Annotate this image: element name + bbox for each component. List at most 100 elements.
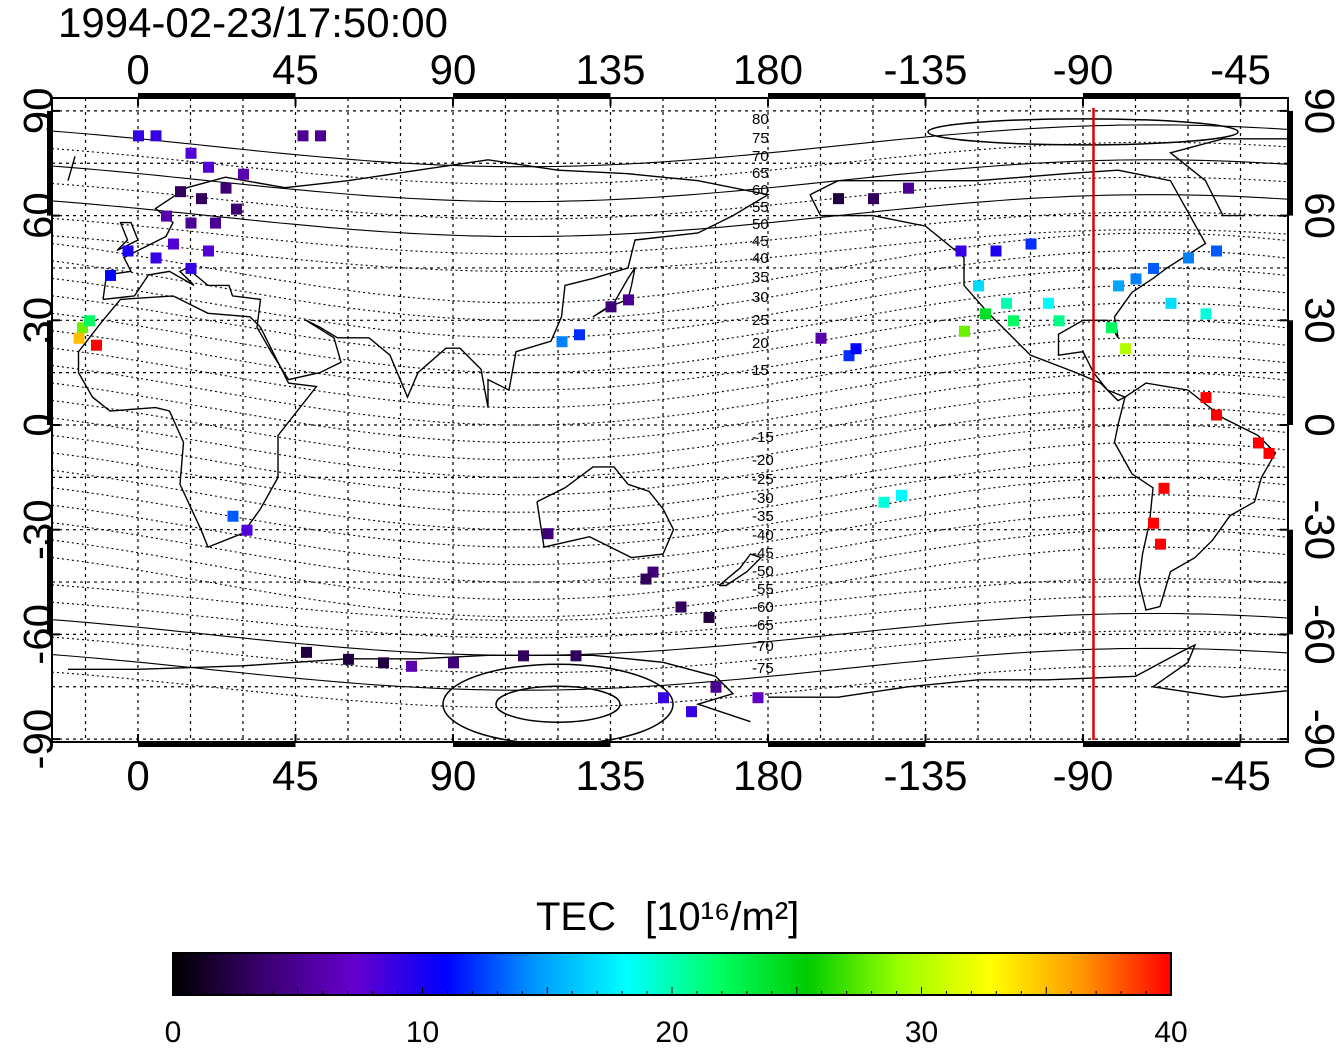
tec-point [84,315,95,327]
tec-point [203,161,214,173]
contour-line [52,578,1288,621]
tec-point [1008,315,1019,327]
tec-point [1120,343,1131,355]
lon-tick-label-bottom: -90 [1053,752,1114,799]
lon-tick-label-top: -90 [1053,46,1114,93]
coastlines [67,138,1288,723]
contour-label: -45 [752,545,774,562]
lat-band [47,529,52,635]
tec-point [1113,280,1124,292]
lat-tick-label-right: 60 [1296,192,1343,239]
lon-band [1083,93,1241,98]
tec-point [1001,297,1012,309]
tec-point [1043,297,1054,309]
tec-point [640,573,652,585]
tec-point [605,301,617,313]
colorbar-tick-label: 40 [1154,1016,1187,1048]
contour-line [52,229,1288,272]
tec-point [843,350,855,362]
lat-tick-label-right: -60 [1296,604,1343,665]
contour-label: -40 [752,527,774,544]
lat-tick-label-right: 90 [1296,88,1343,135]
lat-band [1288,529,1293,635]
coastline [116,221,139,252]
contour-label: 55 [752,199,769,216]
contour-label: 60 [752,182,769,199]
contour-label: -35 [752,508,774,525]
lon-tick-label-top: 180 [733,46,803,93]
colorbar-title: TEC [536,895,616,939]
lon-band [1083,742,1241,747]
tec-point [1183,252,1194,264]
contour-label: 35 [752,269,769,286]
lon-tick-label-bottom: -135 [883,752,967,799]
tec-point [570,650,582,662]
contour-line [52,159,1288,203]
contour-label: 80 [752,111,769,128]
lat-band [1288,110,1293,216]
tec-point [647,566,659,578]
tec-point [1155,538,1166,550]
lon-tick-label-bottom: 135 [575,752,645,799]
tec-point [703,611,715,623]
tec-point [833,193,844,205]
lat-band [47,110,52,216]
colorbar-tick-label: 30 [905,1016,938,1048]
tec-point [658,692,669,704]
coastline [536,466,675,559]
lon-tick-label-top: 45 [272,46,319,93]
tec-point [518,650,529,662]
tec-point [220,182,232,194]
top-longitude-axis: 0 45 90 135 180 -135 -90 -45 [126,46,1271,106]
lat-tick-label-right: 30 [1296,297,1343,344]
colorbar-tick-label: 20 [655,1016,688,1048]
map-grid [52,98,1288,742]
contour-label: 15 [752,362,769,379]
magnetic-contours [52,118,1288,742]
tec-point [973,280,984,292]
contour-ring [927,118,1239,146]
contour-line [52,124,1288,168]
coastline [67,156,76,181]
lon-tick-label-bottom: 180 [733,752,803,799]
tec-point [980,308,991,320]
tec-point [297,130,309,142]
contour-line [52,211,1288,255]
tec-point [210,217,221,229]
tec-point [343,653,354,665]
tec-point [227,510,239,522]
tec-point [1200,392,1212,404]
tec-point [1106,322,1117,334]
coastline [809,169,1207,402]
tec-point [623,294,634,306]
contour-label: -55 [752,581,774,598]
lon-tick-label-bottom: 90 [430,752,477,799]
contour-line [52,141,1288,185]
contour-line [52,647,1288,691]
contour-label: 20 [752,335,769,352]
colorbar-tick-label: 0 [165,1016,182,1048]
contour-label: 30 [752,289,769,306]
tec-point [1053,315,1065,327]
tec-point [196,193,207,205]
tec-point [574,329,585,341]
lat-band [47,320,52,425]
tec-point [1158,482,1170,494]
tec-point [1253,437,1264,449]
colorbar: TEC [10¹⁶/m²] 0 10 20 30 40 [165,895,1188,1048]
tec-point [77,322,88,334]
tec-point [959,325,970,337]
tec-point [1148,262,1159,274]
tec-point [1263,447,1275,459]
tec-point [710,681,722,693]
tec-point [301,646,312,658]
coastline [68,654,751,723]
tec-point [752,692,764,704]
tec-point [378,657,389,669]
tec-point [203,245,214,257]
coastline [1113,382,1277,611]
right-latitude-axis: 90 60 30 0 -30 -60 -90 [1280,88,1343,770]
tec-point [406,660,417,672]
lat-tick-label-right: -90 [1296,709,1343,770]
